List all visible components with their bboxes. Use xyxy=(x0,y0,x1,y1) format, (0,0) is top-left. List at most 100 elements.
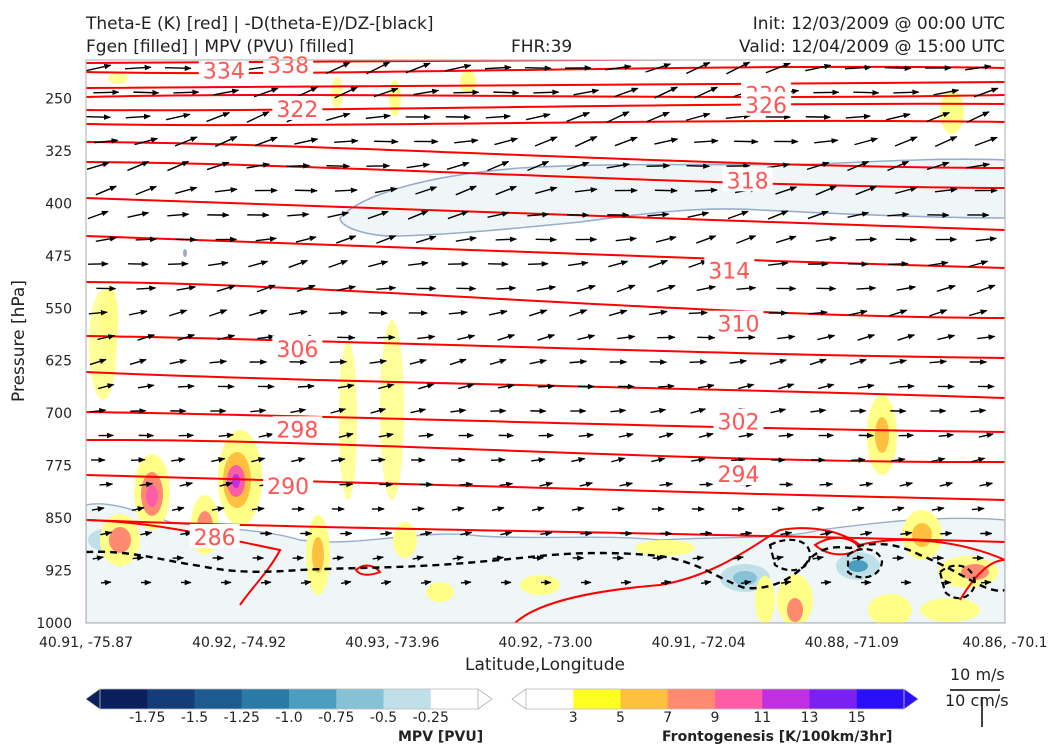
wind-vector xyxy=(248,260,269,268)
wind-vector xyxy=(418,432,434,439)
reference-vector-arrows xyxy=(950,689,1000,727)
wind-vector xyxy=(966,111,990,123)
wind-vector xyxy=(139,481,154,488)
colorbar-cell xyxy=(573,689,621,709)
wind-vector xyxy=(694,86,719,99)
wind-vector xyxy=(891,457,906,463)
y-tick-label: 325 xyxy=(45,144,72,160)
wind-vector xyxy=(365,113,391,120)
wind-vector xyxy=(645,63,672,73)
wind-vector xyxy=(380,579,392,586)
wind-vector xyxy=(571,457,586,463)
wind-vector xyxy=(769,358,787,365)
wind-vector xyxy=(366,61,391,75)
wind-vector xyxy=(124,64,152,71)
y-tick-label: 475 xyxy=(45,249,72,265)
wind-vector xyxy=(500,530,513,537)
wind-vector xyxy=(765,62,791,74)
theta-e-label: 306 xyxy=(276,338,318,363)
wind-vector xyxy=(690,407,707,414)
wind-vector xyxy=(897,383,915,390)
wind-vector xyxy=(211,457,226,463)
wind-vector xyxy=(326,163,351,169)
wind-vector xyxy=(692,555,705,561)
theta-e-line xyxy=(86,281,1005,319)
wind-vector xyxy=(128,309,148,316)
theta-e-label-bg xyxy=(263,51,314,76)
wind-vector xyxy=(176,285,197,291)
wind-vector xyxy=(529,309,548,317)
wind-vector xyxy=(654,187,678,194)
wind-vector xyxy=(460,530,473,537)
wind-vector xyxy=(493,89,520,96)
wind-vector xyxy=(611,457,626,463)
wind-vector xyxy=(260,579,272,586)
wind-vector xyxy=(812,555,824,561)
wind-vector xyxy=(488,309,508,316)
plot-frame xyxy=(85,59,1006,624)
wind-vector xyxy=(378,432,394,439)
wind-vector xyxy=(134,137,159,146)
wind-vector xyxy=(173,89,200,96)
wind-vector xyxy=(847,211,870,218)
wind-vector xyxy=(648,259,668,269)
wind-vector xyxy=(94,138,119,144)
y-tick-label: 775 xyxy=(45,459,72,475)
wind-vector xyxy=(855,185,877,196)
wind-vector xyxy=(334,138,359,144)
wind-vector xyxy=(380,530,393,537)
header-title-line1: Theta-E (K) [red] | -D(theta-E)/DZ-[blac… xyxy=(86,14,434,34)
wind-vector xyxy=(646,163,671,169)
wind-vector xyxy=(328,310,348,316)
wind-vector xyxy=(686,163,711,169)
wind-vector xyxy=(891,506,905,512)
theta-e-label-bg xyxy=(272,416,323,441)
theta-e-line xyxy=(86,519,1005,543)
theta-e-label: 290 xyxy=(267,475,309,500)
wind-vector xyxy=(658,432,674,439)
wind-vector xyxy=(685,61,711,75)
y-tick-label: 250 xyxy=(45,91,72,107)
theta-e-line xyxy=(86,119,1005,127)
wind-vector xyxy=(973,87,999,98)
colorbar-cell xyxy=(715,689,763,709)
wind-vector xyxy=(258,432,274,439)
wind-vector xyxy=(286,163,311,169)
wind-vector xyxy=(457,334,476,341)
wind-vector xyxy=(340,579,352,586)
wind-vector xyxy=(654,137,679,145)
wind-vector xyxy=(169,309,188,317)
wind-vector xyxy=(288,259,308,269)
wind-vector xyxy=(410,407,427,414)
wind-vector xyxy=(655,235,677,243)
colorbar-cell xyxy=(336,689,384,709)
theta-e-label-bg xyxy=(704,257,755,282)
wind-vector xyxy=(485,113,511,120)
theta-e-label: 314 xyxy=(708,260,750,285)
wind-vector xyxy=(136,285,157,292)
wind-vector xyxy=(566,161,590,171)
wind-vector xyxy=(928,260,949,267)
wind-vector xyxy=(497,383,515,389)
wind-vector xyxy=(966,162,991,169)
wind-vector xyxy=(860,530,873,537)
wind-vector xyxy=(647,211,670,218)
colorbar-cell xyxy=(667,689,716,709)
wind-vector xyxy=(571,506,585,512)
theta-e-line xyxy=(514,527,1005,623)
wind-vector xyxy=(256,284,276,293)
wind-vector xyxy=(885,112,911,121)
wind-vector xyxy=(809,358,827,366)
wind-vector xyxy=(455,236,477,242)
wind-vector xyxy=(206,161,230,171)
wind-vector xyxy=(415,235,437,244)
wind-vector xyxy=(497,334,516,341)
colorbar-tick-label: -1.5 xyxy=(181,710,208,726)
wind-vector xyxy=(854,137,879,146)
wind-vector xyxy=(614,136,638,147)
wind-vector xyxy=(167,160,190,172)
theta-e-label-bg xyxy=(741,91,792,116)
wind-vector xyxy=(780,579,792,586)
wind-vector xyxy=(974,136,998,147)
wind-vector xyxy=(851,506,865,512)
